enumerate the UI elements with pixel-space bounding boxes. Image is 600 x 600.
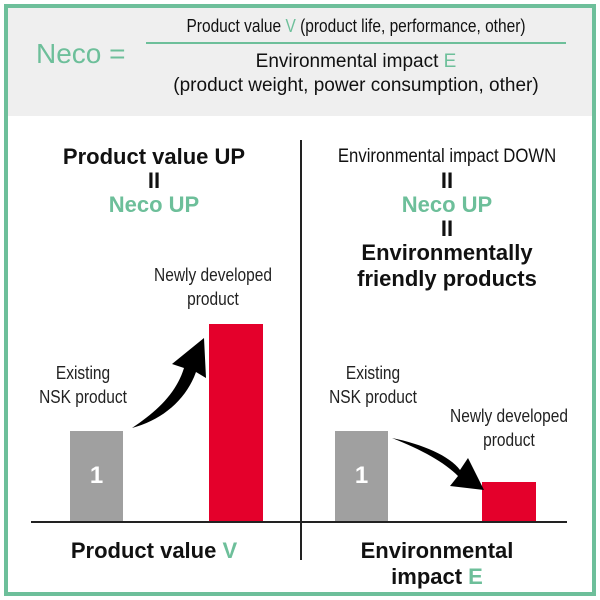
denominator-detail: (product weight, power consumption, othe… xyxy=(173,75,539,96)
right-existing-product-label: Existing NSK product xyxy=(317,361,429,409)
left-axis-label: Product value V xyxy=(8,538,300,564)
axis-symbol-e: E xyxy=(468,564,483,589)
right-equals-sign-2: II xyxy=(440,216,454,241)
formula-numerator: Product value V (product life, performan… xyxy=(175,14,536,38)
right-new-product-label: Newly developed product xyxy=(445,404,574,452)
left-panel-heading: Product value UP II Neco UP xyxy=(8,144,300,218)
label-line: NSK product xyxy=(39,387,127,407)
formula-fraction: Product value V (product life, performan… xyxy=(146,14,566,98)
fraction-bar xyxy=(146,42,566,44)
existing-value: 1 xyxy=(89,462,104,489)
left-new-product-label: Newly developed product xyxy=(149,263,278,311)
axis-text-line2: impact E xyxy=(302,564,572,590)
right-neco-up: Neco UP xyxy=(401,192,493,217)
numerator-symbol-v: V xyxy=(285,16,296,36)
left-title: Product value UP xyxy=(62,144,246,169)
axis-symbol-v: V xyxy=(222,538,238,563)
left-baseline xyxy=(31,521,300,523)
right-panel-heading: Environmental impact DOWN II Neco UP II … xyxy=(302,146,592,292)
label-line: product xyxy=(483,430,535,450)
left-equals-sign: II xyxy=(147,168,161,193)
right-conclusion-1: Environmentally xyxy=(361,240,533,265)
right-equals-sign-1: II xyxy=(440,168,454,193)
left-neco-up: Neco UP xyxy=(108,192,200,217)
right-title: Environmental impact DOWN xyxy=(337,146,557,167)
diagram-frame: Neco = Product value V (product life, pe… xyxy=(4,4,596,596)
right-baseline xyxy=(300,521,567,523)
numerator-text: Product value xyxy=(186,16,286,36)
right-existing-bar: 1 xyxy=(335,431,388,521)
denominator-symbol-e: E xyxy=(443,51,457,72)
existing-value: 1 xyxy=(354,462,369,489)
left-new-bar xyxy=(209,324,263,521)
arrow-up-icon xyxy=(132,338,206,428)
formula-denominator: Environmental impact E xyxy=(146,50,566,74)
neco-equals-label: Neco = xyxy=(36,38,126,69)
numerator-detail: (product life, performance, other) xyxy=(295,16,526,36)
axis-text: impact xyxy=(391,564,469,589)
left-existing-product-label: Existing NSK product xyxy=(27,361,139,409)
label-line: Existing xyxy=(55,363,111,383)
label-line: Newly developed xyxy=(154,265,272,285)
center-divider xyxy=(300,140,302,560)
formula-header: Neco = Product value V (product life, pe… xyxy=(8,8,592,116)
right-new-bar xyxy=(482,482,536,521)
denominator-text: Environmental impact xyxy=(255,51,444,72)
label-line: product xyxy=(187,289,239,309)
axis-text-line1: Environmental xyxy=(360,538,514,563)
label-line: NSK product xyxy=(329,387,417,407)
left-existing-bar: 1 xyxy=(70,431,123,521)
label-line: Newly developed xyxy=(450,406,568,426)
label-line: Existing xyxy=(345,363,401,383)
right-conclusion-2: friendly products xyxy=(357,266,537,291)
axis-text: Product value xyxy=(70,538,223,563)
arrow-down-icon xyxy=(392,438,484,490)
right-axis-label: Environmental impact E xyxy=(302,538,572,590)
